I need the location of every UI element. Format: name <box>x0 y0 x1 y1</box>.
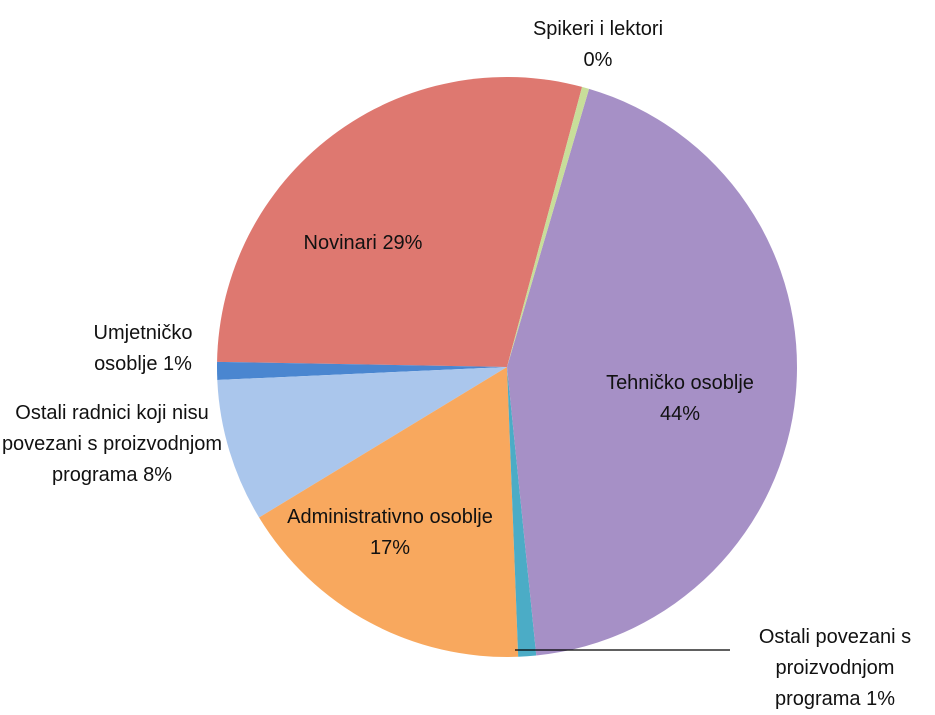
slice-label: Novinari 29% <box>253 228 473 259</box>
value-label: 1% <box>163 353 192 375</box>
category-label: Administrativno osoblje <box>287 506 493 528</box>
category-label: Ostali radnici koji nisu povezani s proi… <box>1 402 223 486</box>
value-label: 44% <box>659 403 701 425</box>
value-label: 8% <box>143 464 173 486</box>
category-label: Ostali povezani s proizvodnjom programa <box>758 626 912 710</box>
slice-label: Administrativno osoblje 17% <box>280 502 500 564</box>
pie-slice <box>259 367 519 657</box>
slice-label: Ostali povezani s proizvodnjom programa … <box>735 622 935 715</box>
category-label: Umjetničko osoblje <box>93 322 193 375</box>
slice-label: Tehničko osoblje 44% <box>560 368 800 430</box>
pie-slice <box>217 367 507 518</box>
value-label: 17% <box>369 537 411 559</box>
value-label: 1% <box>866 688 896 710</box>
category-label: Novinari <box>303 232 377 254</box>
slice-label: Ostali radnici koji nisu povezani s proi… <box>0 398 224 491</box>
category-label: Tehničko osoblje <box>606 372 754 394</box>
slice-label: Umjetničko osoblje 1% <box>68 318 218 380</box>
pie-slice <box>217 77 583 368</box>
pie-slice <box>507 367 537 657</box>
value-label: 0% <box>583 49 613 71</box>
category-label: Spikeri i lektori <box>532 18 664 40</box>
pie-slice <box>507 86 590 368</box>
slice-label: Spikeri i lektori 0% <box>478 14 718 76</box>
pie-slice <box>507 88 798 656</box>
value-label: 29% <box>382 232 423 254</box>
pie-slice <box>217 361 507 381</box>
